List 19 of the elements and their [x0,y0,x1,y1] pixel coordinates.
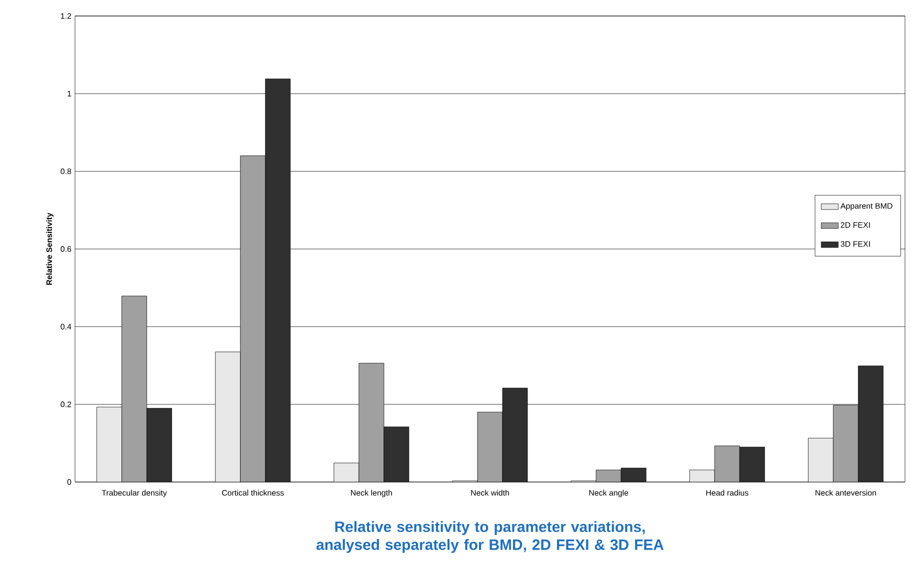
bar [739,446,765,482]
bar [358,362,384,482]
bar [240,156,266,482]
bar [146,408,172,482]
bar [215,352,241,482]
bar [858,366,884,482]
bar [122,296,147,482]
bar [334,462,360,482]
bar [265,78,291,482]
bar [477,412,503,482]
text: Relative sensitivity to parameter variations, analysed separately for BMD, 2D FEXI & 3D FEA [316,521,664,553]
bar [96,406,122,482]
bar [833,404,858,482]
bar [808,438,834,482]
bar [621,468,646,482]
bar [384,426,410,482]
bar [714,446,740,482]
bar [502,388,528,482]
bar [690,470,715,482]
